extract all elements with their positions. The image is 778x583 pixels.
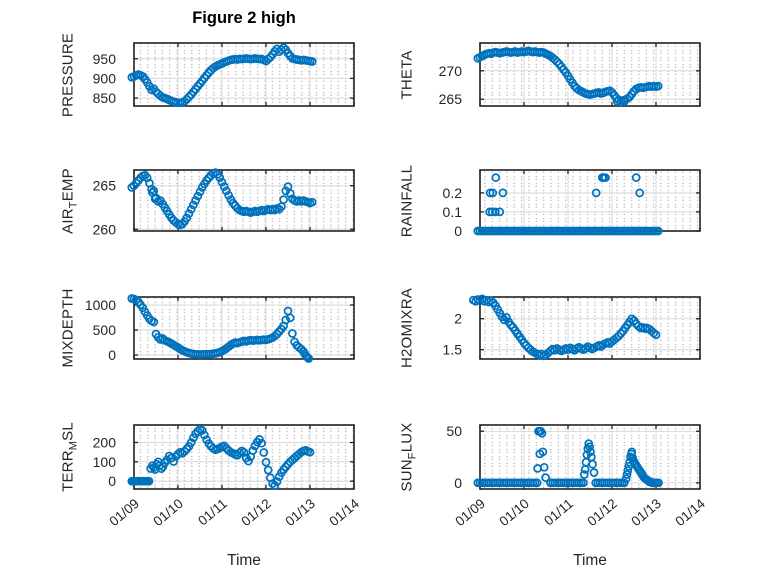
svg-text:0: 0 (108, 473, 116, 489)
ylabel-rainfall: RAINFALL (398, 164, 416, 237)
ylabel-theta: THETA (398, 49, 416, 100)
svg-text:01/09: 01/09 (106, 496, 142, 529)
svg-text:260: 260 (93, 221, 117, 237)
data-points (127, 424, 315, 490)
y-tick-labels: 850 900 950 (93, 51, 117, 106)
data-points (469, 294, 661, 361)
subplot-h2omixra: 1.52 (443, 294, 701, 361)
ylabel-air-temp: AIRTEMP (59, 167, 80, 234)
svg-text:1000: 1000 (85, 297, 116, 313)
ylabel-h2omixra: H2OMIXRA (398, 288, 416, 368)
svg-text:50: 50 (446, 423, 462, 439)
x-tick-labels: 01/09 01/10 01/11 01/12 01/13 01/14 (106, 496, 362, 530)
svg-text:01/09: 01/09 (452, 496, 488, 529)
svg-text:01/12: 01/12 (238, 496, 274, 529)
ylabel-mixdepth: MIXDEPTH (59, 288, 77, 368)
data-points (127, 43, 317, 108)
major-grid (480, 425, 700, 489)
axes-box (479, 42, 701, 107)
data-points (473, 173, 663, 236)
subplot-air-temp: 260 265 (93, 168, 355, 238)
svg-text:0.2: 0.2 (443, 185, 463, 201)
svg-text:01/11: 01/11 (541, 496, 576, 529)
minor-grid (135, 171, 353, 230)
minor-grid (135, 298, 353, 358)
ylabel-sun-flux: SUNFLUX (398, 422, 419, 492)
svg-text:01/13: 01/13 (282, 496, 318, 529)
svg-text:1.5: 1.5 (443, 342, 463, 358)
subplot-mixdepth: 0 500 1000 (85, 294, 355, 363)
y-tick-labels: 0 50 (446, 423, 462, 491)
svg-text:950: 950 (93, 51, 117, 67)
data-points (127, 294, 314, 363)
svg-text:01/13: 01/13 (628, 496, 664, 529)
y-tick-labels: 0 100 200 (93, 435, 117, 490)
subplot-rainfall: 0 0.1 0.2 (443, 169, 701, 239)
subplot-pressure: 850 900 950 (93, 42, 355, 108)
svg-text:500: 500 (93, 322, 117, 338)
svg-text:850: 850 (93, 90, 117, 106)
svg-text:265: 265 (93, 178, 117, 194)
subplot-theta: 265 270 (439, 42, 701, 107)
minor-grid (135, 426, 353, 488)
svg-text:0.1: 0.1 (443, 204, 463, 220)
minor-grid (481, 171, 699, 230)
svg-text:2: 2 (454, 311, 462, 327)
svg-text:0: 0 (108, 347, 116, 363)
data-points (473, 426, 663, 488)
ylabel-terr-msl: TERRMSL (59, 422, 80, 492)
subplot-terr-msl: 0 100 200 01/09 01/10 01/11 01/12 01/13 01/14 (93, 424, 362, 530)
svg-text:01/11: 01/11 (195, 496, 230, 529)
svg-text:01/10: 01/10 (496, 496, 532, 529)
xlabel-time-left: Time (227, 552, 261, 569)
xlabel-time-right: Time (573, 552, 607, 569)
svg-text:265: 265 (439, 91, 463, 107)
y-tick-labels: 0 500 1000 (85, 297, 116, 363)
svg-text:100: 100 (93, 454, 117, 470)
svg-text:0: 0 (454, 475, 462, 491)
figure-title: Figure 2 high (192, 9, 296, 27)
y-tick-labels: 260 265 (93, 178, 117, 238)
subplot-sun-flux: 0 50 01/09 01/10 01/11 01/12 01/13 01/14 (446, 423, 708, 529)
major-grid (134, 43, 354, 106)
y-tick-labels: 1.52 (443, 311, 463, 358)
svg-text:01/14: 01/14 (326, 496, 362, 530)
minor-grid (135, 44, 353, 105)
ylabel-pressure: PRESSURE (59, 32, 77, 117)
y-tick-labels: 0 0.1 0.2 (443, 185, 463, 239)
svg-text:01/14: 01/14 (672, 496, 708, 530)
data-points (127, 168, 317, 230)
svg-text:270: 270 (439, 63, 463, 79)
svg-text:01/10: 01/10 (150, 496, 186, 529)
y-tick-labels: 265 270 (439, 63, 463, 107)
svg-text:900: 900 (93, 70, 117, 86)
x-tick-labels: 01/09 01/10 01/11 01/12 01/13 01/14 (452, 496, 708, 530)
svg-text:0: 0 (454, 223, 462, 239)
svg-text:01/12: 01/12 (584, 496, 620, 529)
data-points (473, 46, 663, 107)
svg-text:200: 200 (93, 435, 117, 451)
